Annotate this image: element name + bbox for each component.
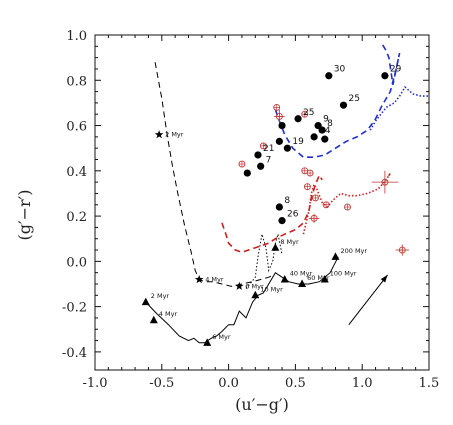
- point-label: 8: [284, 196, 290, 206]
- triangle-age-label: 10 Myr: [260, 285, 283, 293]
- error-crosses: [274, 109, 409, 256]
- y-tick-label: -0.4: [62, 346, 87, 361]
- y-tick-label: 0.6: [66, 120, 87, 135]
- star-marker: [154, 130, 164, 139]
- filled-point: [243, 169, 251, 177]
- triangle-age-label: 8 Myr: [280, 238, 299, 246]
- y-tick-label: 0.2: [66, 210, 87, 225]
- point-label: 29: [390, 65, 402, 75]
- filled-point: [339, 101, 348, 109]
- series-line-1: [154, 62, 275, 287]
- x-tick-label: -1.0: [82, 376, 107, 391]
- filled-point: [321, 135, 329, 143]
- y-axis-label: (g′−r′): [15, 189, 34, 240]
- x-tick-label: 1.5: [419, 376, 440, 391]
- filled-point: [275, 203, 283, 211]
- triangle-marker: [298, 279, 307, 287]
- point-label: 19: [292, 137, 304, 147]
- point-label: 21: [263, 144, 274, 154]
- filled-point: [278, 217, 286, 225]
- triangle-age-label: 4 Myr: [159, 310, 178, 318]
- series-line-4: [302, 172, 391, 235]
- filled-point: [325, 72, 333, 80]
- point-label: 24: [319, 126, 331, 136]
- filled-point: [310, 133, 318, 141]
- x-tick-label: 0.0: [218, 376, 239, 391]
- filled-point: [254, 151, 262, 159]
- y-tick-label: -0.2: [62, 301, 87, 316]
- y-tick-label: 0.4: [66, 165, 87, 180]
- series-line-5: [274, 43, 401, 158]
- y-tick-label: 0.0: [66, 255, 87, 270]
- series-line-3: [221, 173, 323, 254]
- triangle-age-label: 40 Myr: [290, 269, 313, 277]
- triangle-marker: [149, 315, 158, 324]
- reddening-arrow: [348, 274, 388, 326]
- filled-point: [275, 137, 283, 145]
- arrow-head: [380, 274, 388, 283]
- triangle-marker: [280, 274, 289, 283]
- triangle-age-label: 60 Myr: [307, 274, 330, 282]
- triangle-marker: [141, 297, 150, 306]
- open-points: [238, 103, 406, 254]
- axis-ticks: [94, 34, 430, 370]
- series-line-6: [369, 85, 429, 131]
- star-age-label: 4 Myr: [205, 275, 224, 283]
- x-tick-label: 0.5: [285, 376, 306, 391]
- x-axis-label: (u′−g′): [235, 395, 289, 414]
- filled-point: [318, 126, 326, 134]
- point-label: 26: [287, 210, 299, 220]
- star-marker: [194, 275, 204, 284]
- triangle-age-label: 6 Myr: [212, 333, 231, 341]
- star-age-label: 2 Myr: [165, 131, 184, 139]
- filled-point: [294, 115, 302, 123]
- age-stars: 2 Myr 4 Myr 6 Myr: [154, 130, 264, 290]
- triangle-marker: [271, 243, 280, 251]
- point-label: 25: [303, 108, 314, 118]
- triangle-marker: [320, 274, 329, 283]
- triangle-age-label: 2 Myr: [151, 292, 170, 300]
- triangle-marker: [331, 252, 340, 260]
- point-label: 25: [348, 94, 359, 104]
- star-age-label: 6 Myr: [245, 282, 264, 290]
- triangle-age-label: 100 Myr: [330, 269, 357, 277]
- filled-point: [278, 121, 286, 130]
- point-label: 7: [266, 155, 272, 165]
- arrow-shaft: [348, 274, 388, 326]
- filled-point: [257, 162, 265, 170]
- triangle-age-label: 200 Myr: [340, 247, 367, 255]
- point-label: 30: [334, 65, 346, 75]
- point-label: 8: [327, 119, 333, 129]
- model-tracks: [145, 43, 429, 344]
- series-line-0: [145, 256, 339, 344]
- y-tick-label: 1.0: [66, 29, 87, 44]
- filled-point: [283, 144, 291, 152]
- plot-frame: [94, 34, 430, 371]
- x-tick-labels: -1.0 -0.5 0.0 0.5 1.0 1.5: [82, 376, 439, 391]
- point-label: 9: [323, 115, 329, 125]
- star-marker: [235, 281, 244, 290]
- y-tick-label: 0.8: [66, 74, 87, 89]
- triangle-marker: [203, 338, 212, 346]
- x-tick-label: -0.5: [149, 376, 174, 391]
- filled-point: [381, 72, 389, 80]
- y-tick-labels: -0.4 -0.2 0.0 0.2 0.4 0.6 0.8 1.0: [62, 29, 87, 361]
- triangle-marker: [251, 290, 260, 299]
- x-tick-label: 1.0: [352, 376, 373, 391]
- series-line-2: [245, 234, 283, 289]
